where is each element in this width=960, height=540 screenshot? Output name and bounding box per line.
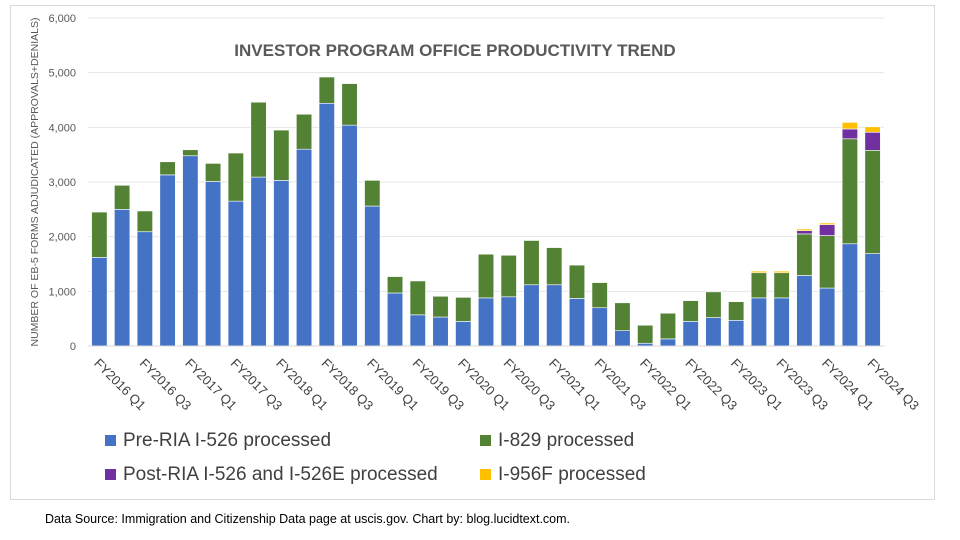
bar-segment [386,276,404,294]
bar-segment [409,314,426,347]
legend-swatch [480,469,491,480]
bar-segment [273,129,290,181]
bar-segment [796,233,813,276]
bar-segment [318,102,335,347]
bar-segment [455,297,472,322]
bar-segment [91,211,108,258]
y-tick-label: 1,000 [48,286,76,298]
bar-segment [591,282,608,309]
bar-segment [841,138,858,245]
bar-segment [796,228,813,231]
bar-segment [455,321,472,347]
bar-segment [841,128,858,140]
bar-segment [796,230,813,235]
bar-segment [659,338,676,347]
y-tick-label: 2,000 [48,232,76,244]
bar-segment [477,253,495,299]
bar-segment [568,264,586,299]
bar-segment [773,272,790,299]
bar-segment [182,155,199,347]
bar-segment [819,235,836,289]
bar-segment [273,180,290,347]
legend-swatch [105,435,116,446]
bar-segment [250,101,267,178]
bar-segment [114,209,131,347]
bar-segment [114,184,131,210]
bar-segment [614,302,631,331]
bar-segment [477,297,495,347]
bar-segment [819,222,836,225]
bar-segment [296,148,313,347]
bar-segment [341,83,358,126]
bar-segment [227,200,244,347]
bar-segment [614,330,631,347]
bar-segment [591,307,608,347]
bar-segment [182,149,199,157]
bar-segment [500,254,517,298]
y-tick-label: 5,000 [48,68,76,80]
bar-segment [682,321,699,347]
bar-segment [864,253,881,347]
y-tick-label: 0 [70,341,76,353]
bar-segment [750,270,767,274]
bar-segment [819,224,836,236]
bar-segment [705,291,722,318]
bar-segment [659,312,676,340]
bar-segment [796,275,813,347]
bar-segment [546,284,563,347]
bar-segment [205,163,222,182]
y-axis-title: NUMBER OF EB-5 FORMS ADJUDICATED (APPROV… [29,18,41,347]
bar-segment [750,272,767,299]
bar-segment [500,296,517,347]
bar-segment [841,122,858,130]
bar-segment [773,297,790,347]
bar-segment [728,320,745,347]
bar-segment [250,176,267,347]
chart-footer-source: Data Source: Immigration and Citizenship… [45,512,571,526]
bar-segment [205,181,222,347]
bar-segment [296,113,313,150]
bar-segment [728,301,745,321]
legend-label: Post-RIA I-526 and I-526E processed [123,464,438,485]
bar-segment [364,205,381,347]
bar-segment [637,324,654,344]
bar-segment [432,316,449,347]
bar-segment [136,231,153,347]
chart-title: INVESTOR PROGRAM OFFICE PRODUCTIVITY TRE… [234,41,675,60]
y-tick-label: 6,000 [48,13,76,25]
bar-segment [318,76,335,104]
chart-frame [10,5,935,500]
bar-segment [136,210,153,233]
bar-segment [750,297,767,347]
bar-segment [705,317,722,347]
bar-segment [864,149,881,254]
bar-segment [864,131,881,151]
bar-segment [819,287,836,347]
legend-swatch [105,469,116,480]
bar-segment [364,180,381,207]
legend-swatch [480,435,491,446]
bar-segment [91,257,108,347]
bar-segment [432,295,449,318]
legend-label: I-829 processed [498,430,634,451]
bar-segment [159,161,176,176]
legend-label: Pre-RIA I-526 processed [123,430,331,451]
bar-segment [682,300,699,322]
bar-segment [386,292,404,347]
bar-segment [227,152,244,202]
bar-segment [159,174,176,347]
y-tick-label: 3,000 [48,177,76,189]
bar-segment [546,247,563,286]
bar-segment [841,243,858,347]
bar-segment [523,240,540,286]
bar-segment [523,284,540,347]
bar-segment [568,298,586,347]
y-tick-label: 4,000 [48,122,76,134]
bar-segment [773,270,790,274]
legend-label: I-956F processed [498,464,646,485]
bar-segment [341,124,358,347]
bar-segment [409,280,426,316]
bar-segment [864,126,881,133]
